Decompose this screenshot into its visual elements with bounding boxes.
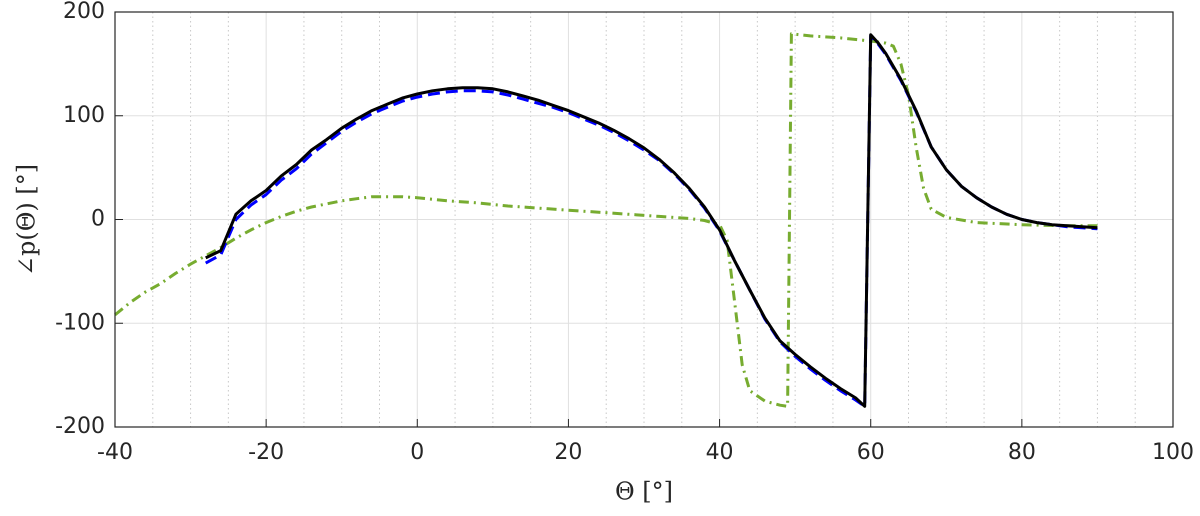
x-tick-label: 20 bbox=[554, 440, 582, 465]
y-tick-label: -100 bbox=[55, 310, 105, 335]
y-tick-label: 100 bbox=[63, 103, 105, 128]
x-axis-label: Θ [°] bbox=[615, 478, 673, 506]
x-tick-label: 80 bbox=[1008, 440, 1036, 465]
y-axis-label: ∠p(Θ) [°] bbox=[13, 164, 41, 276]
x-tick-label: -20 bbox=[248, 440, 284, 465]
x-tick-label: 40 bbox=[706, 440, 734, 465]
x-tick-label: 100 bbox=[1152, 440, 1194, 465]
x-tick-label: -40 bbox=[97, 440, 133, 465]
y-tick-label: 0 bbox=[91, 207, 105, 232]
y-tick-label: 200 bbox=[63, 0, 105, 24]
series-line bbox=[114, 32, 1098, 408]
x-tick-label: 60 bbox=[857, 440, 885, 465]
series-line bbox=[205, 33, 1098, 408]
plot-frame bbox=[114, 11, 1174, 428]
x-tick-label: 0 bbox=[410, 440, 424, 465]
y-tick-label: -200 bbox=[55, 414, 105, 439]
